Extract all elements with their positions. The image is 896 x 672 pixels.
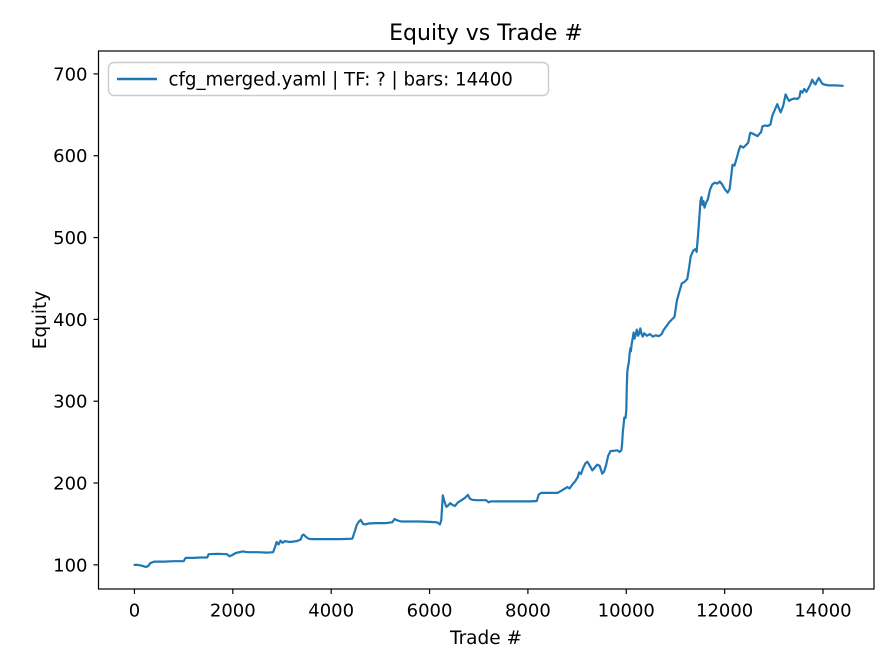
plot-frame xyxy=(97,50,875,590)
x-axis-ticks: 0 2000 4000 6000 8000 10000 12000 14000 xyxy=(129,589,852,622)
x-tick-label: 10000 xyxy=(598,601,655,622)
x-axis-label: Trade # xyxy=(449,628,522,649)
y-tick-label: 600 xyxy=(53,146,87,167)
y-tick-label: 300 xyxy=(53,392,87,413)
legend-label: cfg_merged.yaml | TF: ? | bars: 14400 xyxy=(169,70,513,91)
y-tick-label: 400 xyxy=(53,310,87,331)
legend-box xyxy=(107,61,550,97)
y-axis-ticks: 100 200 300 400 500 600 700 xyxy=(53,64,99,576)
y-tick-label: 200 xyxy=(53,474,87,495)
y-tick-label: 100 xyxy=(53,555,87,576)
y-axis-label: Equity xyxy=(30,291,51,350)
x-tick-label: 12000 xyxy=(696,601,753,622)
y-tick-label: 500 xyxy=(53,228,87,249)
x-tick-label: 14000 xyxy=(794,601,851,622)
x-tick-label: 0 xyxy=(129,601,140,622)
x-tick-label: 2000 xyxy=(210,601,256,622)
y-tick-label: 700 xyxy=(53,64,87,85)
x-tick-label: 8000 xyxy=(505,601,551,622)
chart-title: Equity vs Trade # xyxy=(389,21,583,46)
x-tick-label: 4000 xyxy=(308,601,354,622)
legend: cfg_merged.yaml | TF: ? | bars: 14400 xyxy=(107,61,550,97)
x-tick-label: 6000 xyxy=(407,601,453,622)
equity-curve xyxy=(133,76,844,569)
